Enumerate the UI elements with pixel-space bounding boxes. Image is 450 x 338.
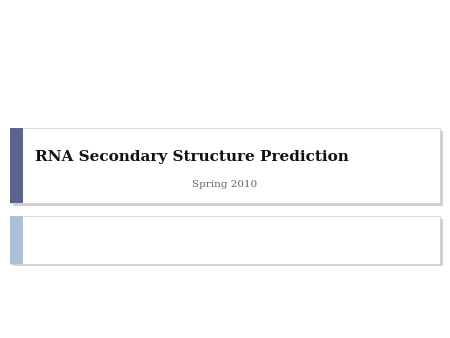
Bar [10, 216, 440, 264]
Bar [13, 131, 443, 206]
Bar [10, 216, 23, 264]
Text: RNA Secondary Structure Prediction: RNA Secondary Structure Prediction [35, 150, 348, 164]
Bar [13, 219, 443, 266]
Bar [10, 128, 440, 203]
Text: Spring 2010: Spring 2010 [193, 180, 257, 189]
Bar [10, 128, 23, 203]
